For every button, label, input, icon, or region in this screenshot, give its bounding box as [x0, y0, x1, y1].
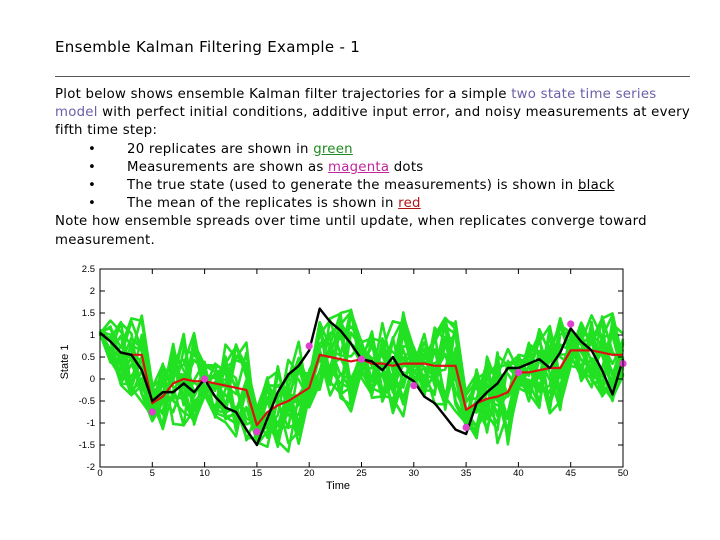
x-axis-label: Time	[326, 480, 350, 492]
bullet-color-term: green	[313, 141, 353, 157]
x-tick-label: 30	[409, 468, 420, 479]
x-tick-label: 20	[304, 468, 315, 479]
x-tick-label: 15	[252, 468, 263, 479]
bullet-glyph: •	[88, 196, 97, 212]
slide-description: Plot below shows ensemble Kalman filter …	[55, 86, 695, 250]
x-tick-label: 10	[199, 468, 210, 479]
intro-paragraph: Plot below shows ensemble Kalman filter …	[55, 86, 695, 141]
model-link-text: two state time series model	[55, 87, 657, 121]
x-tick-label: 25	[356, 468, 367, 479]
bullet-color-term: magenta	[328, 159, 390, 175]
y-tick-label: 1	[90, 330, 95, 341]
measurement-point	[305, 342, 313, 350]
note-paragraph: Note how ensemble spreads over time unti…	[55, 214, 647, 248]
bullet-mean: • The mean of the replicates is shown in …	[55, 195, 695, 213]
chart-axes: 0 5 10 15 20 25 30 35 40 45 50 -2 -1.5 -1 -0.5 0 0.5 1 1.5…	[79, 264, 629, 479]
bullet-color-term: black	[577, 178, 615, 194]
legend-bullet-list: • 20 replicates are shown in green • Measu…	[55, 141, 695, 214]
bullet-true-state: • The true state (used to generate the me…	[55, 177, 695, 195]
y-tick-label: 0	[90, 374, 95, 385]
x-tick-label: 45	[565, 468, 576, 479]
measurement-point	[410, 382, 418, 390]
bullet-measurements: • Measurements are shown as magenta dots	[55, 159, 695, 177]
x-tick-label: 5	[150, 468, 155, 479]
measurement-point	[514, 368, 523, 376]
replicate-line	[99, 320, 625, 436]
bullet-glyph: •	[88, 141, 97, 157]
title-divider	[55, 76, 690, 77]
bullet-replicates: • 20 replicates are shown in green	[55, 141, 695, 159]
replicate-line	[99, 311, 624, 440]
measurement-point	[567, 320, 575, 328]
x-tick-label: 0	[97, 468, 102, 479]
y-axis-label: State 1	[59, 345, 71, 380]
measurement-point	[462, 423, 470, 431]
slide-title: Ensemble Kalman Filtering Example - 1	[55, 38, 361, 56]
intro-prefix: Plot below shows ensemble Kalman filter …	[55, 87, 512, 102]
bullet-glyph: •	[88, 178, 97, 194]
bullet-text: 20 replicates are shown in	[127, 141, 314, 157]
intro-suffix: with perfect initial conditions, additiv…	[55, 105, 691, 139]
measurement-points	[148, 320, 627, 436]
measurement-point	[357, 355, 366, 363]
x-tick-label: 35	[461, 468, 472, 479]
y-tick-label: -2	[87, 462, 95, 473]
x-tick-label: 40	[513, 468, 524, 479]
y-tick-label: -0.5	[79, 396, 95, 407]
y-tick-label: -1	[87, 418, 95, 429]
bullet-text-suffix: dots	[389, 159, 424, 175]
y-tick-label: -1.5	[79, 440, 95, 451]
y-tick-label: 0.5	[82, 352, 95, 363]
y-tick-label: 2	[90, 286, 95, 297]
measurement-point	[148, 408, 156, 416]
bullet-glyph: •	[88, 159, 97, 175]
bullet-text: Measurements are shown as	[127, 159, 328, 175]
measurement-point	[201, 375, 209, 383]
y-tick-label: 2.5	[82, 264, 95, 275]
bullet-text: The true state (used to generate the mea…	[127, 178, 578, 194]
x-tick-label: 50	[618, 468, 629, 479]
bullet-color-term: red	[398, 196, 421, 212]
y-tick-label: 1.5	[82, 308, 95, 319]
bullet-text: The mean of the replicates is shown in	[127, 196, 399, 212]
measurement-point	[253, 428, 261, 436]
